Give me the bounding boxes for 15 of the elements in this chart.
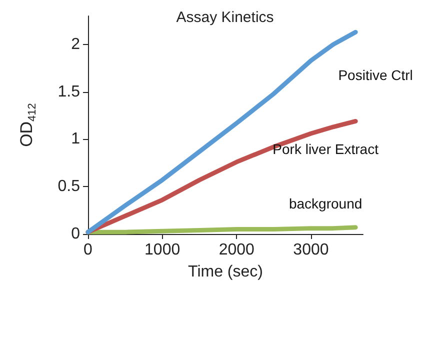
x-tick-label: 0 <box>84 242 93 258</box>
y-axis-title: OD412 <box>17 103 38 147</box>
x-tick-label: 3000 <box>293 242 329 258</box>
x-tick-label: 1000 <box>144 242 180 258</box>
chart-title: Assay Kinetics <box>176 9 274 26</box>
y-tick-label: 0 <box>71 226 80 242</box>
series-label: Positive Ctrl <box>338 67 413 84</box>
y-tick-label: 2 <box>71 36 80 53</box>
x-tick-label: 2000 <box>218 242 255 258</box>
x-axis-title: Time (sec) <box>188 264 263 280</box>
series-label: Pork liver Extract <box>272 141 379 158</box>
y-tick-label: 1.5 <box>58 83 80 100</box>
y-tick-label: 1 <box>71 130 80 148</box>
series-label: background <box>288 195 362 212</box>
y-tick-label: 0.5 <box>58 178 80 196</box>
